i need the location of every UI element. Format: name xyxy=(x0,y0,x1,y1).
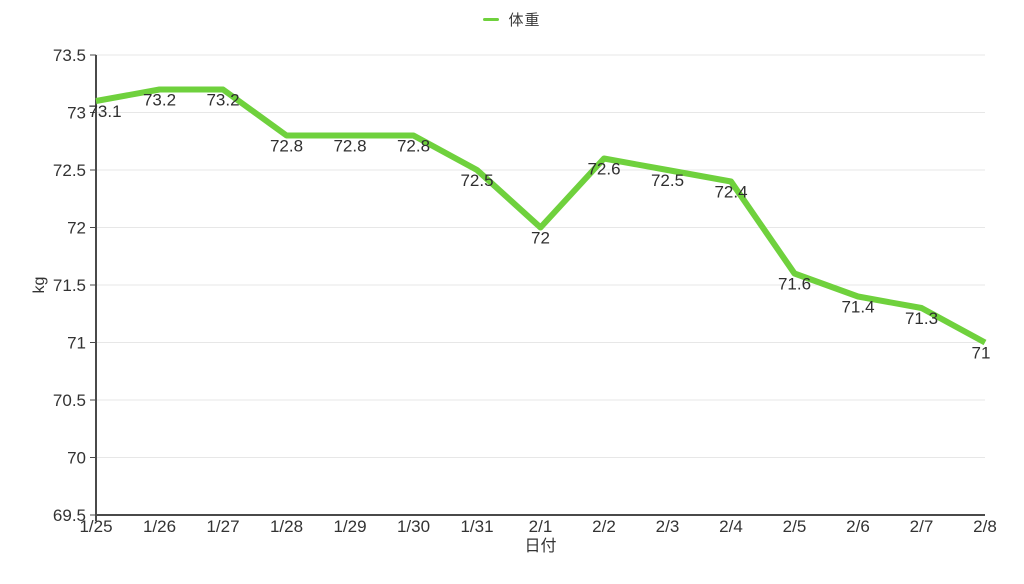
x-tick-label: 2/7 xyxy=(910,517,934,536)
data-label: 72.5 xyxy=(651,171,684,190)
y-tick-label: 72.5 xyxy=(53,161,86,180)
x-tick-label: 1/31 xyxy=(460,517,493,536)
data-label: 73.2 xyxy=(206,91,239,110)
y-axis-title: kg xyxy=(31,277,48,294)
legend-series-label: 体重 xyxy=(508,12,541,29)
y-tick-label: 70.5 xyxy=(53,391,86,410)
y-tick-label: 70 xyxy=(67,449,86,468)
x-axis-title: 日付 xyxy=(524,537,556,555)
data-label: 72 xyxy=(531,229,550,248)
chart-legend: 体重 xyxy=(0,9,1024,30)
legend-item-weight[interactable]: 体重 xyxy=(483,9,540,30)
y-tick-label: 72 xyxy=(67,219,86,238)
x-tick-label: 2/1 xyxy=(529,517,553,536)
data-label: 71.6 xyxy=(778,275,811,294)
x-tick-label: 1/28 xyxy=(270,517,303,536)
data-label: 72.8 xyxy=(397,137,430,156)
x-tick-label: 2/6 xyxy=(846,517,870,536)
data-label: 72.6 xyxy=(587,160,620,179)
x-tick-label: 2/2 xyxy=(592,517,616,536)
data-label: 72.8 xyxy=(333,137,366,156)
y-tick-label: 69.5 xyxy=(53,506,86,525)
x-tick-label: 2/3 xyxy=(656,517,680,536)
data-label: 72.8 xyxy=(270,137,303,156)
y-tick-label: 73.5 xyxy=(53,46,86,65)
x-tick-label: 1/29 xyxy=(333,517,366,536)
data-label: 72.4 xyxy=(714,183,747,202)
y-tick-label: 71 xyxy=(67,334,86,353)
data-label: 71 xyxy=(972,344,991,363)
data-label: 73.2 xyxy=(143,91,176,110)
y-tick-label: 73 xyxy=(67,104,86,123)
legend-line-swatch xyxy=(483,18,500,21)
data-label: 72.5 xyxy=(460,171,493,190)
x-tick-label: 1/26 xyxy=(143,517,176,536)
data-label: 71.4 xyxy=(841,298,874,317)
x-tick-label: 2/8 xyxy=(973,517,997,536)
x-tick-label: 2/5 xyxy=(783,517,807,536)
data-label: 71.3 xyxy=(905,309,938,328)
y-tick-label: 71.5 xyxy=(53,276,86,295)
x-tick-label: 1/25 xyxy=(79,517,112,536)
x-tick-label: 2/4 xyxy=(719,517,743,536)
weight-series-line xyxy=(95,86,987,346)
data-label: 73.1 xyxy=(88,102,121,121)
x-tick-label: 1/27 xyxy=(206,517,239,536)
x-tick-label: 1/30 xyxy=(397,517,430,536)
